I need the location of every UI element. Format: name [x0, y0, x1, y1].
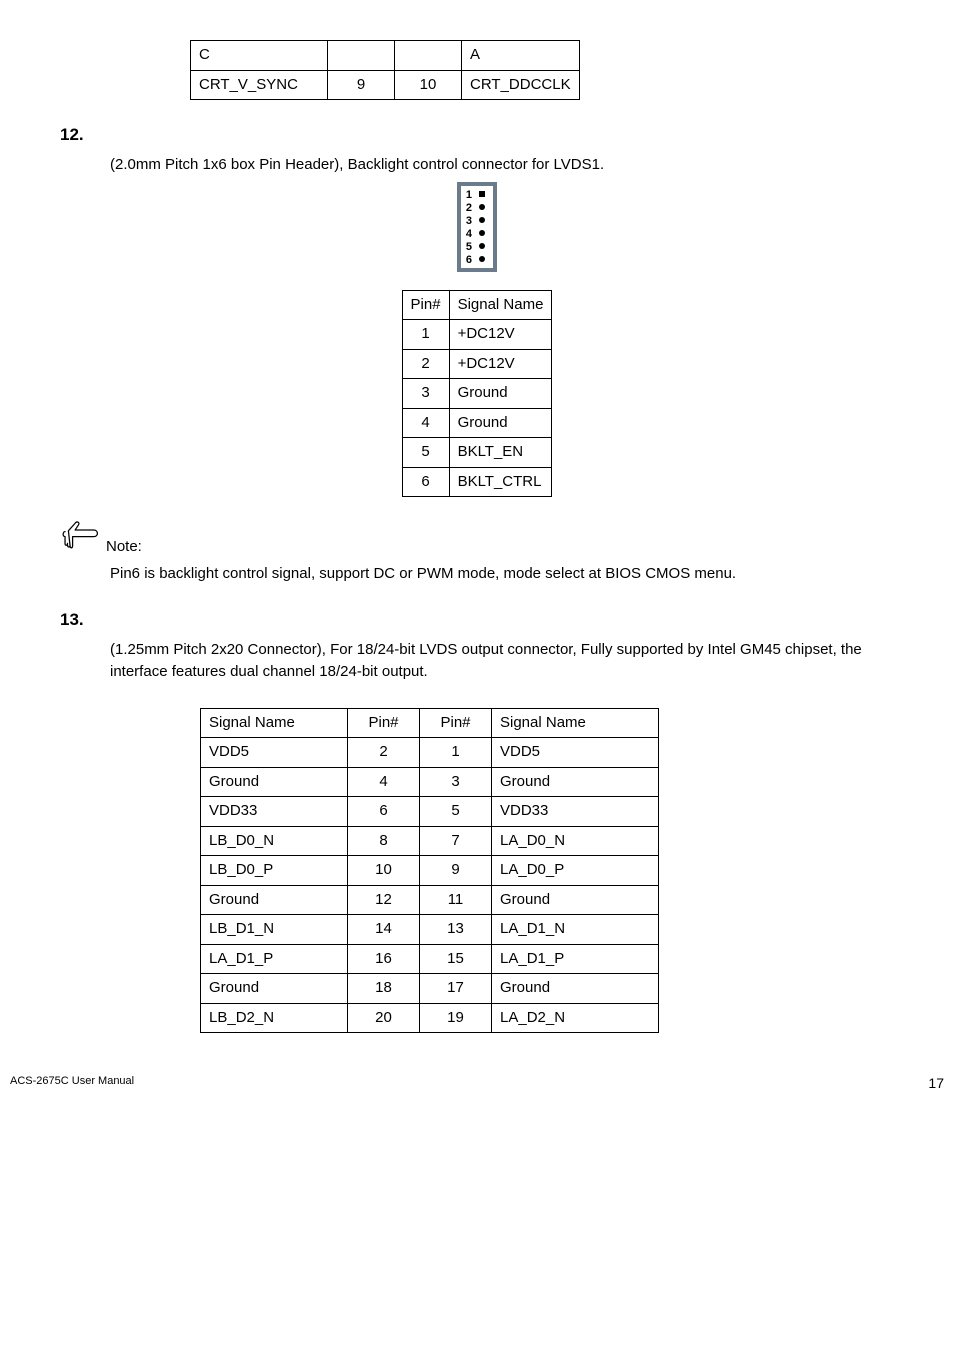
hand-pointing-icon: [60, 519, 102, 559]
note-text: Pin6 is backlight control signal, suppor…: [110, 563, 894, 586]
section-12-diagram-block: 1 2 3 4 5 6 Pin# Signal Name 1+DC12V 2+D…: [60, 176, 894, 497]
cell: C: [191, 41, 328, 71]
cell: 6: [348, 797, 420, 827]
header-cell: Signal Name: [201, 708, 348, 738]
cell: [328, 41, 395, 71]
cell: Ground: [201, 885, 348, 915]
cell: 18: [348, 974, 420, 1004]
cell: BKLT_EN: [449, 438, 552, 468]
cell: +DC12V: [449, 349, 552, 379]
cell: 16: [348, 944, 420, 974]
cell: +DC12V: [449, 320, 552, 350]
top-table-wrap: C A CRT_V_SYNC 9 10 CRT_DDCCLK: [190, 40, 894, 100]
section-13-heading: 13.: [60, 607, 894, 633]
svg-text:1: 1: [466, 189, 472, 201]
cell: LA_D1_N: [492, 915, 659, 945]
header-cell: Pin#: [420, 708, 492, 738]
top-table: C A CRT_V_SYNC 9 10 CRT_DDCCLK: [190, 40, 580, 100]
cell: LA_D1_P: [201, 944, 348, 974]
cell: LA_D2_N: [492, 1003, 659, 1033]
cell: 2: [402, 349, 449, 379]
cell: Ground: [492, 974, 659, 1004]
header-cell: Pin#: [402, 290, 449, 320]
svg-text:4: 4: [466, 228, 473, 240]
cell: 19: [420, 1003, 492, 1033]
header-cell: Signal Name: [492, 708, 659, 738]
cell: Ground: [449, 379, 552, 409]
section-12-heading: 12.: [60, 122, 894, 148]
section-12-table: Pin# Signal Name 1+DC12V 2+DC12V 3Ground…: [402, 290, 553, 498]
cell: Ground: [492, 767, 659, 797]
cell: 7: [420, 826, 492, 856]
cell: 5: [402, 438, 449, 468]
cell: 3: [420, 767, 492, 797]
cell: 9: [420, 856, 492, 886]
cell: Ground: [201, 767, 348, 797]
cell: LB_D2_N: [201, 1003, 348, 1033]
cell: LA_D0_P: [492, 856, 659, 886]
cell: CRT_V_SYNC: [191, 70, 328, 100]
cell: BKLT_CTRL: [449, 467, 552, 497]
cell: LA_D1_P: [492, 944, 659, 974]
cell: VDD5: [201, 738, 348, 768]
cell: VDD5: [492, 738, 659, 768]
section-13-table-wrap: Signal Name Pin# Pin# Signal Name VDD521…: [200, 708, 894, 1034]
cell: 2: [348, 738, 420, 768]
cell: 4: [348, 767, 420, 797]
cell: VDD33: [201, 797, 348, 827]
footer-page-number: 17: [928, 1073, 944, 1094]
cell: A: [462, 41, 580, 71]
cell: VDD33: [492, 797, 659, 827]
cell: 6: [402, 467, 449, 497]
svg-text:2: 2: [466, 202, 472, 214]
cell: [395, 41, 462, 71]
cell: 1: [420, 738, 492, 768]
cell: 10: [348, 856, 420, 886]
cell: 17: [420, 974, 492, 1004]
header-cell: Signal Name: [449, 290, 552, 320]
pin-header-diagram: 1 2 3 4 5 6: [457, 182, 497, 280]
cell: LB_D0_N: [201, 826, 348, 856]
cell: 14: [348, 915, 420, 945]
cell: 3: [402, 379, 449, 409]
note-label: Note:: [106, 536, 142, 559]
svg-text:5: 5: [466, 241, 472, 253]
header-cell: Pin#: [348, 708, 420, 738]
section-13-desc: (1.25mm Pitch 2x20 Connector), For 18/24…: [110, 639, 894, 684]
cell: 9: [328, 70, 395, 100]
note-row: Note:: [60, 519, 894, 559]
cell: 15: [420, 944, 492, 974]
cell: 12: [348, 885, 420, 915]
cell: 13: [420, 915, 492, 945]
svg-text:3: 3: [466, 215, 472, 227]
cell: 5: [420, 797, 492, 827]
cell: 4: [402, 408, 449, 438]
cell: LA_D0_N: [492, 826, 659, 856]
cell: 1: [402, 320, 449, 350]
cell: LB_D0_P: [201, 856, 348, 886]
footer: ACS-2675C User Manual 17: [10, 1073, 944, 1090]
section-12-desc: (2.0mm Pitch 1x6 box Pin Header), Backli…: [110, 154, 894, 177]
cell: 8: [348, 826, 420, 856]
svg-text:6: 6: [466, 254, 472, 266]
cell: 10: [395, 70, 462, 100]
cell: Ground: [492, 885, 659, 915]
section-13-table: Signal Name Pin# Pin# Signal Name VDD521…: [200, 708, 659, 1034]
cell: 11: [420, 885, 492, 915]
cell: CRT_DDCCLK: [462, 70, 580, 100]
cell: Ground: [201, 974, 348, 1004]
cell: 20: [348, 1003, 420, 1033]
cell: LB_D1_N: [201, 915, 348, 945]
cell: Ground: [449, 408, 552, 438]
footer-left: ACS-2675C User Manual: [10, 1075, 134, 1087]
